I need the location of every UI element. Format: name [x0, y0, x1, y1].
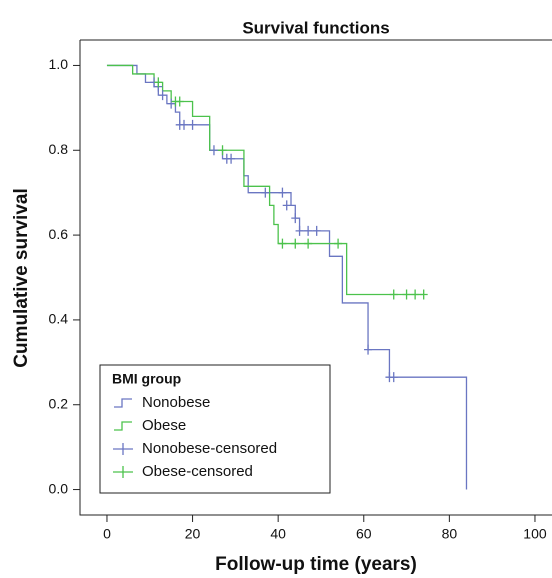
censor-mark: [261, 187, 270, 198]
y-tick-label: 0.2: [49, 395, 69, 411]
censor-mark: [334, 238, 343, 249]
x-tick-label: 60: [356, 526, 372, 542]
y-tick-label: 0.6: [49, 226, 69, 242]
legend-swatch: [114, 421, 132, 431]
survival-curve: [106, 64, 424, 296]
y-tick-label: 0.0: [49, 480, 69, 496]
y-tick-label: 0.8: [49, 141, 69, 157]
chart-title: Survival functions: [242, 18, 389, 37]
legend-title: BMI group: [112, 371, 181, 387]
censor-mark: [402, 289, 411, 300]
censor-mark: [188, 119, 197, 130]
plot-frame: [79, 39, 552, 516]
censor-mark: [364, 344, 373, 355]
y-tick-label: 1.0: [49, 56, 69, 72]
x-tick-label: 80: [442, 526, 458, 542]
censor-mark: [282, 200, 291, 211]
censor-mark: [227, 153, 236, 164]
censor-mark: [218, 145, 227, 156]
censor-mark: [411, 289, 420, 300]
censor-mark: [291, 213, 300, 224]
censor-mark: [209, 145, 218, 156]
censor-mark: [291, 238, 300, 249]
legend-box: [99, 364, 331, 494]
legend-label: Nonobese-censored: [142, 440, 277, 457]
censor-mark: [278, 187, 287, 198]
y-tick-label: 0.4: [49, 311, 69, 327]
legend-swatch: [113, 443, 133, 455]
x-tick-label: 20: [185, 526, 201, 542]
censor-mark: [295, 225, 304, 236]
censor-mark: [180, 119, 189, 130]
legend-swatch: [113, 466, 133, 478]
censor-mark: [175, 96, 184, 107]
x-axis-title: Follow-up time (years): [215, 554, 417, 575]
x-tick-label: 0: [103, 526, 111, 542]
censor-mark: [278, 238, 287, 249]
censor-mark: [167, 98, 176, 109]
censor-mark: [304, 225, 313, 236]
x-tick-label: 100: [523, 526, 547, 542]
legend-swatch: [114, 398, 132, 408]
legend-label: Obese: [142, 417, 186, 434]
censor-mark: [419, 289, 428, 300]
censor-mark: [154, 77, 163, 88]
censor-mark: [312, 225, 321, 236]
censor-mark: [389, 289, 398, 300]
censor-mark: [304, 238, 313, 249]
censor-mark: [389, 372, 398, 383]
y-axis-title: Cumulative survival: [11, 188, 32, 368]
censor-mark: [158, 90, 167, 101]
legend-label: Nonobese: [142, 394, 210, 411]
legend-label: Obese-censored: [142, 463, 253, 480]
x-tick-label: 40: [270, 526, 286, 542]
